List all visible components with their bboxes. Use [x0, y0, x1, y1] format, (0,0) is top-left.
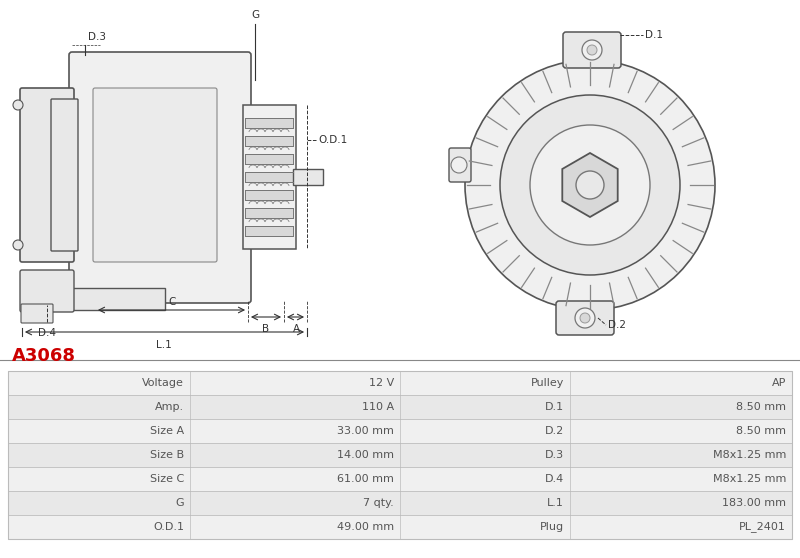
- Text: 49.00 mm: 49.00 mm: [337, 522, 394, 532]
- Bar: [8, 491, 792, 515]
- Text: Size A: Size A: [150, 426, 184, 436]
- Polygon shape: [245, 190, 293, 200]
- Text: Size B: Size B: [150, 450, 184, 460]
- Circle shape: [451, 157, 467, 173]
- Text: D.2: D.2: [608, 320, 626, 330]
- Bar: [8, 395, 792, 419]
- Text: 183.00 mm: 183.00 mm: [722, 498, 786, 508]
- Circle shape: [582, 40, 602, 60]
- Text: AP: AP: [772, 378, 786, 388]
- Text: C: C: [168, 297, 176, 307]
- Bar: [293, 169, 323, 185]
- Bar: [72, 288, 165, 310]
- Text: O.D.1: O.D.1: [318, 135, 347, 145]
- FancyBboxPatch shape: [51, 99, 78, 251]
- Text: 110 A: 110 A: [362, 402, 394, 412]
- Circle shape: [587, 45, 597, 55]
- Text: 33.00 mm: 33.00 mm: [337, 426, 394, 436]
- FancyBboxPatch shape: [93, 88, 217, 262]
- Text: D.3: D.3: [88, 32, 106, 42]
- Bar: [8, 467, 792, 491]
- Text: M8x1.25 mm: M8x1.25 mm: [713, 474, 786, 484]
- Text: Voltage: Voltage: [142, 378, 184, 388]
- Circle shape: [580, 313, 590, 323]
- FancyBboxPatch shape: [69, 52, 251, 303]
- Bar: [8, 419, 792, 443]
- Text: D.1: D.1: [545, 402, 564, 412]
- Text: B: B: [262, 324, 270, 334]
- Text: 61.00 mm: 61.00 mm: [337, 474, 394, 484]
- FancyBboxPatch shape: [449, 148, 471, 182]
- FancyBboxPatch shape: [556, 301, 614, 335]
- FancyBboxPatch shape: [20, 270, 74, 312]
- Polygon shape: [245, 136, 293, 146]
- Bar: [8, 371, 792, 395]
- Polygon shape: [245, 208, 293, 218]
- Circle shape: [13, 100, 23, 110]
- Text: 14.00 mm: 14.00 mm: [337, 450, 394, 460]
- Bar: [8, 371, 792, 539]
- FancyBboxPatch shape: [20, 88, 74, 262]
- Text: 8.50 mm: 8.50 mm: [736, 402, 786, 412]
- Text: G: G: [175, 498, 184, 508]
- Text: G: G: [251, 10, 259, 20]
- Text: Amp.: Amp.: [155, 402, 184, 412]
- FancyBboxPatch shape: [21, 304, 53, 323]
- Circle shape: [13, 240, 23, 250]
- Text: A: A: [293, 324, 299, 334]
- Text: L.1: L.1: [156, 340, 172, 350]
- Text: 8.50 mm: 8.50 mm: [736, 426, 786, 436]
- Circle shape: [465, 60, 715, 310]
- Text: Size C: Size C: [150, 474, 184, 484]
- Bar: [8, 515, 792, 539]
- Text: D.1: D.1: [645, 30, 663, 40]
- Text: O.D.1: O.D.1: [153, 522, 184, 532]
- Polygon shape: [245, 226, 293, 236]
- Circle shape: [575, 308, 595, 328]
- Text: A3068: A3068: [12, 347, 76, 365]
- Text: D.4: D.4: [545, 474, 564, 484]
- Circle shape: [530, 125, 650, 245]
- Text: D.3: D.3: [545, 450, 564, 460]
- Text: 12 V: 12 V: [369, 378, 394, 388]
- Text: D.4: D.4: [38, 328, 56, 338]
- Polygon shape: [245, 172, 293, 182]
- Bar: [243, 105, 296, 249]
- Polygon shape: [245, 118, 293, 128]
- Text: D.2: D.2: [545, 426, 564, 436]
- Text: Plug: Plug: [540, 522, 564, 532]
- Text: L.1: L.1: [547, 498, 564, 508]
- Text: PL_2401: PL_2401: [739, 522, 786, 532]
- Bar: [8, 443, 792, 467]
- Circle shape: [576, 171, 604, 199]
- FancyBboxPatch shape: [563, 32, 621, 68]
- Text: Pulley: Pulley: [530, 378, 564, 388]
- Text: M8x1.25 mm: M8x1.25 mm: [713, 450, 786, 460]
- Circle shape: [500, 95, 680, 275]
- Text: 7 qty.: 7 qty.: [363, 498, 394, 508]
- Polygon shape: [245, 154, 293, 164]
- Polygon shape: [562, 153, 618, 217]
